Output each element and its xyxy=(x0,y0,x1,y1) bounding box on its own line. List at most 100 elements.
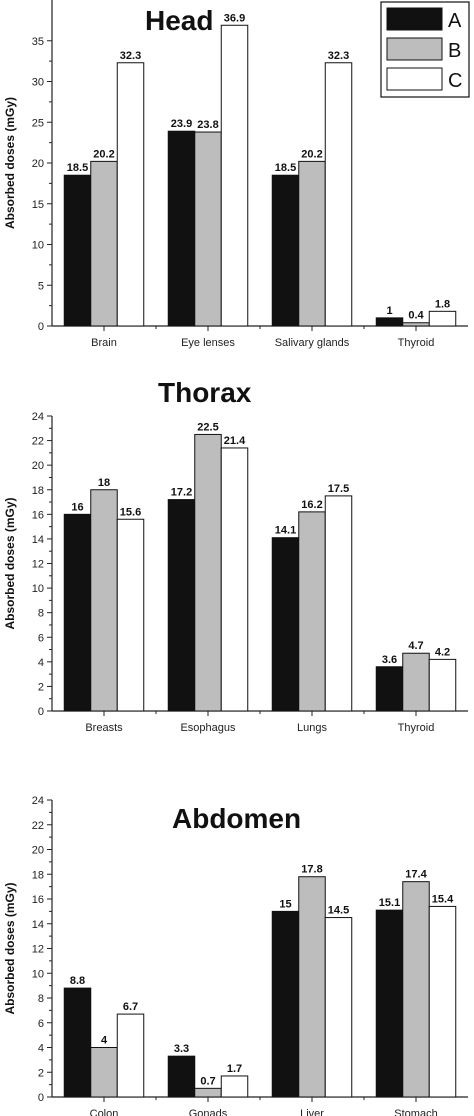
bar-b xyxy=(90,160,118,327)
bar-a xyxy=(63,513,92,712)
data-label: 15.4 xyxy=(432,893,454,905)
y-tick-label: 20 xyxy=(32,460,44,472)
data-label: 3.6 xyxy=(382,654,397,666)
y-tick-label: 12 xyxy=(32,559,44,571)
y-tick-label: 5 xyxy=(38,280,44,292)
data-label: 4 xyxy=(101,1035,108,1047)
y-tick-label: 8 xyxy=(38,608,44,620)
bar-b xyxy=(402,881,430,1098)
y-tick-label: 22 xyxy=(32,820,44,832)
y-tick-label: 25 xyxy=(32,117,44,129)
y-tick-label: 10 xyxy=(32,583,44,595)
data-label: 0.4 xyxy=(408,310,424,322)
data-label: 17.2 xyxy=(171,487,192,499)
data-label: 17.4 xyxy=(405,869,427,881)
data-label: 6.7 xyxy=(123,1001,138,1013)
y-axis-label: Absorbed doses (mGy) xyxy=(3,97,17,229)
data-label: 32.3 xyxy=(120,50,141,62)
bar-b xyxy=(402,652,430,712)
legend: ABC xyxy=(380,1,470,98)
data-label: 21.4 xyxy=(224,435,246,447)
x-tick-label: Thyroid xyxy=(398,722,435,734)
x-tick-label: Esophagus xyxy=(180,722,236,734)
bar-a xyxy=(375,666,404,712)
y-tick-label: 24 xyxy=(32,795,44,807)
data-label: 14.1 xyxy=(275,525,296,537)
x-tick-label: Salivary glands xyxy=(275,337,350,349)
legend-swatch-c xyxy=(386,67,443,91)
data-label: 20.2 xyxy=(93,148,114,160)
bar-c xyxy=(220,447,249,712)
y-tick-label: 12 xyxy=(32,944,44,956)
x-tick-label: Liver xyxy=(300,1108,324,1116)
data-label: 32.3 xyxy=(328,50,349,62)
y-tick-label: 14 xyxy=(32,919,44,931)
bar-c xyxy=(324,62,353,327)
data-label: 15.1 xyxy=(379,897,400,909)
data-label: 15.6 xyxy=(120,506,141,518)
y-tick-label: 30 xyxy=(32,77,44,89)
bar-a xyxy=(167,499,196,712)
x-tick-label: Stomach xyxy=(394,1108,437,1116)
x-tick-label: Gonads xyxy=(189,1108,228,1116)
y-tick-label: 16 xyxy=(32,894,44,906)
bar-c xyxy=(116,1013,145,1098)
data-label: 3.3 xyxy=(174,1043,189,1055)
bar-c xyxy=(324,495,353,712)
y-tick-label: 18 xyxy=(32,869,44,881)
data-label: 0.7 xyxy=(200,1075,215,1087)
data-label: 18 xyxy=(98,477,110,489)
data-label: 8.8 xyxy=(70,975,85,987)
chart-panel-head: 0 5 10 15 20 25 30 35 Absorbed doses (mGy) Head Br… xyxy=(3,0,468,349)
data-label: 14.5 xyxy=(328,905,349,917)
x-tick-label: Colon xyxy=(90,1108,119,1116)
bar-a xyxy=(63,174,92,327)
legend-label: B xyxy=(448,40,461,62)
y-tick-label: 15 xyxy=(32,199,44,211)
y-axis-label: Absorbed doses (mGy) xyxy=(3,882,17,1014)
y-tick-label: 20 xyxy=(32,845,44,857)
data-label: 18.5 xyxy=(275,162,296,174)
y-tick-label: 35 xyxy=(32,36,44,48)
y-tick-label: 0 xyxy=(38,321,44,333)
x-tick-label: Lungs xyxy=(297,722,327,734)
y-tick-label: 24 xyxy=(32,411,44,423)
bar-c xyxy=(220,1075,249,1098)
bar-c xyxy=(116,62,145,327)
bar-a xyxy=(167,1055,196,1098)
data-label: 17.8 xyxy=(301,864,322,876)
data-label: 23.9 xyxy=(171,118,192,130)
bar-b xyxy=(194,433,222,712)
data-label: 36.9 xyxy=(224,12,245,24)
chart-title: Abdomen xyxy=(172,803,301,834)
x-tick-label: Thyroid xyxy=(398,337,435,349)
bar-c xyxy=(428,310,457,327)
bar-b xyxy=(194,131,222,327)
bar-b xyxy=(90,1047,118,1098)
bar-b xyxy=(298,160,326,327)
bar-b xyxy=(90,489,118,712)
bar-b xyxy=(298,876,326,1098)
x-tick-label: Brain xyxy=(91,337,117,349)
y-tick-label: 10 xyxy=(32,968,44,980)
y-tick-label: 16 xyxy=(32,509,44,521)
bar-c xyxy=(220,24,249,327)
bar-a xyxy=(271,910,300,1098)
bar-c xyxy=(324,917,353,1098)
data-label: 1.7 xyxy=(227,1063,242,1075)
data-label: 4.7 xyxy=(408,640,423,652)
y-tick-label: 4 xyxy=(38,657,44,669)
y-tick-label: 6 xyxy=(38,632,44,644)
legend-swatch-b xyxy=(386,37,443,61)
chart-title: Thorax xyxy=(158,377,252,408)
bar-a xyxy=(375,317,404,327)
y-tick-label: 22 xyxy=(32,436,44,448)
bar-b xyxy=(402,322,430,327)
data-label: 23.8 xyxy=(197,119,218,131)
bar-b xyxy=(298,511,326,712)
legend-label: C xyxy=(448,70,462,92)
y-tick-label: 2 xyxy=(38,1067,44,1079)
data-label: 16 xyxy=(71,501,83,513)
